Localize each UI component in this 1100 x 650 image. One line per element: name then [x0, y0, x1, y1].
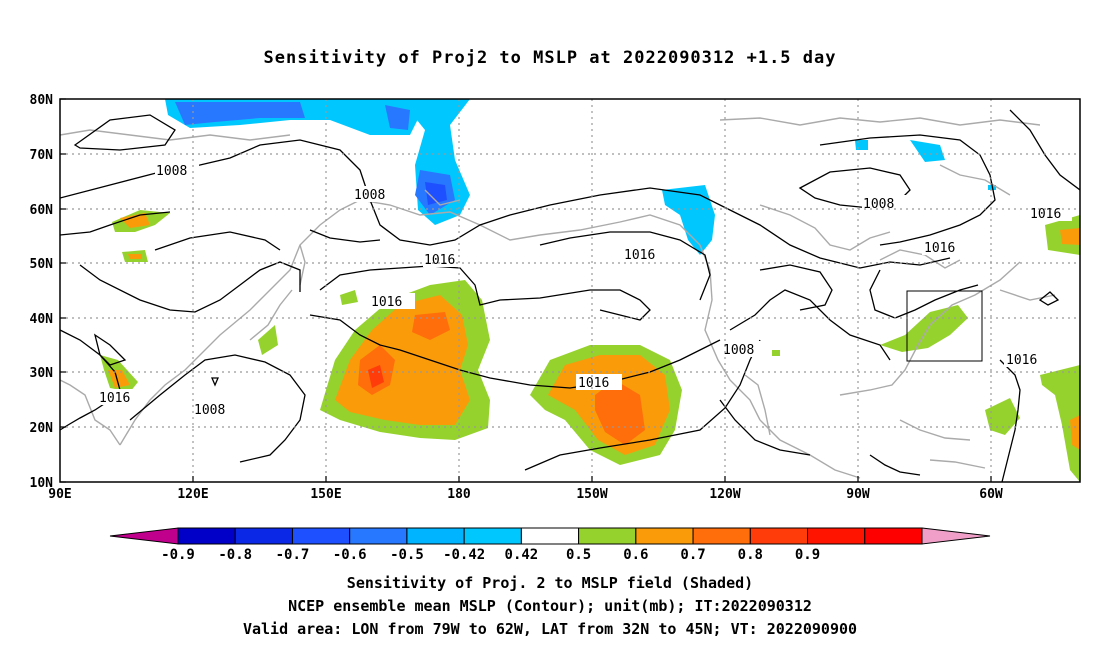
colorbar-swatch [520, 527, 580, 545]
contour-label: 1016 [578, 376, 609, 391]
colorbar-swatch [578, 527, 637, 545]
contour-label: 1016 [424, 253, 455, 268]
lon-label: 90W [846, 487, 870, 502]
caption-line-1: Sensitivity of Proj. 2 to MSLP field (Sh… [346, 574, 754, 592]
colorbar-triangle-high [921, 527, 991, 545]
plot-frame [59, 98, 1081, 483]
colorbar-tick-label: 0.5 [566, 547, 591, 563]
contour-label: 1008 [354, 188, 385, 203]
contour-label: 1016 [371, 295, 402, 310]
colorbar-tick-label: 0.6 [623, 547, 648, 563]
gridlines [60, 99, 1080, 482]
contour-label: 1016 [924, 241, 955, 256]
lat-label: 10N [30, 476, 54, 491]
axis-ticks [60, 98, 992, 483]
contour-label: 1008 [156, 164, 187, 179]
lon-label: 90E [48, 487, 71, 502]
contour-label: 1008 [863, 197, 894, 212]
contour-label: 1016 [99, 391, 130, 406]
colorbar-swatch [864, 527, 923, 545]
colorbar-swatch [635, 527, 694, 545]
valid-area-box [906, 290, 983, 362]
caption-line-3: Valid area: LON from 79W to 62W, LAT fro… [242, 620, 858, 638]
colorbar-swatch [463, 527, 522, 545]
lon-label: 180 [447, 487, 471, 502]
lon-label: 60W [979, 487, 1003, 502]
lon-label: 120W [709, 487, 740, 502]
chart-title: Sensitivity of Proj2 to MSLP at 20220903… [263, 48, 837, 68]
lat-label: 60N [30, 203, 54, 218]
positive-sensitivity-shading [100, 210, 1080, 482]
lat-label: 40N [30, 312, 54, 327]
lat-label: 20N [30, 421, 54, 436]
contour-label: 1008 [194, 403, 225, 418]
lat-label: 80N [30, 93, 54, 108]
colorbar-swatch [692, 527, 751, 545]
colorbar-swatch [234, 527, 293, 545]
colorbar-tick-label: -0.6 [333, 547, 367, 563]
contour-label: 1016 [624, 248, 655, 263]
colorbar-tick-label: -0.5 [390, 547, 424, 563]
caption-line-2: NCEP ensemble mean MSLP (Contour); unit(… [288, 597, 812, 615]
colorbar-tick-label: -0.8 [218, 547, 252, 563]
lon-label: 120E [177, 487, 208, 502]
colorbar-swatch [291, 527, 351, 545]
lon-label: 150E [310, 487, 341, 502]
lat-label: 50N [30, 257, 54, 272]
lon-label: 150W [576, 487, 607, 502]
colorbar-swatch [177, 527, 236, 545]
lat-label: 30N [30, 366, 54, 381]
contour-label: 1016 [1006, 353, 1037, 368]
colorbar-tick-label: -0.7 [276, 547, 310, 563]
colorbar-tick-label: -0.42 [443, 547, 485, 563]
negative-sensitivity-shading [165, 99, 996, 255]
colorbar-tick-label: 0.42 [505, 547, 539, 563]
lat-label: 70N [30, 148, 54, 163]
colorbar-tick-label: 0.8 [738, 547, 763, 563]
contour-label: 1008 [723, 343, 754, 358]
contour-label: 1016 [1030, 207, 1061, 222]
colorbar-swatch [749, 527, 809, 545]
colorbar-tick-label: -0.9 [161, 547, 195, 563]
colorbar-triangle-low [109, 527, 179, 545]
mslp-contours [60, 109, 1080, 482]
colorbar-swatch [349, 527, 408, 545]
colorbar-swatch [406, 527, 465, 545]
colorbar-tick-label: 0.7 [680, 547, 705, 563]
colorbar-tick-label: 0.9 [795, 547, 820, 563]
colorbar-swatch [807, 527, 866, 545]
